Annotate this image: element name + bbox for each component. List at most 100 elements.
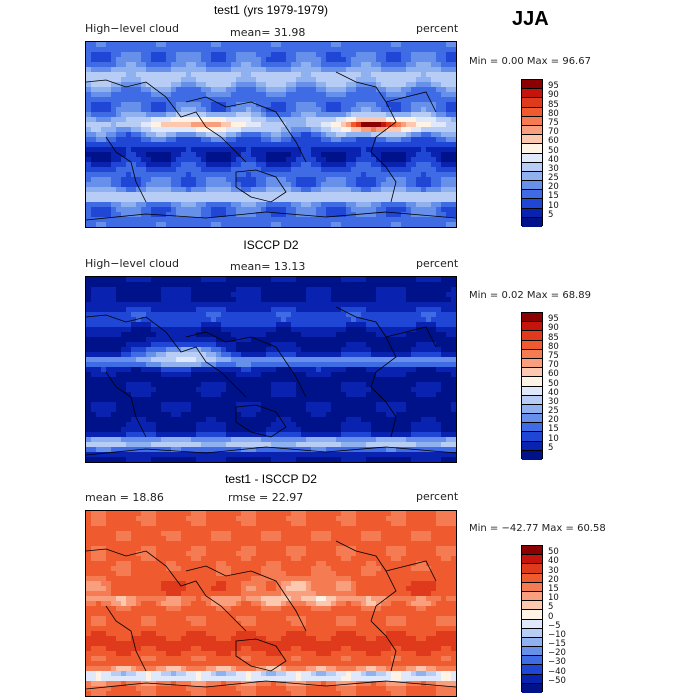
colorbar-swatch xyxy=(522,683,542,693)
colorbar-swatch xyxy=(522,414,542,424)
colorbar-tick-label: 60 xyxy=(548,136,559,147)
panel-3-units-label: percent xyxy=(416,490,459,503)
colorbar-swatch xyxy=(522,386,542,396)
colorbar-tick-label: 30 xyxy=(548,163,559,174)
colorbar-swatch xyxy=(522,601,542,611)
panel-1-colorbar xyxy=(521,79,543,227)
colorbar-swatch xyxy=(522,573,542,583)
colorbar-swatch xyxy=(522,368,542,378)
colorbar-swatch xyxy=(522,637,542,648)
colorbar-swatch xyxy=(522,135,542,145)
panel-3-colorbar xyxy=(521,545,543,693)
colorbar-swatch xyxy=(522,665,542,675)
colorbar-swatch xyxy=(522,358,542,369)
panel-3-title: test1 - ISCCP D2 xyxy=(225,472,317,486)
colorbar-swatch xyxy=(522,331,542,341)
colorbar-tick-label: 70 xyxy=(548,360,559,371)
colorbar-tick-label: −10 xyxy=(548,629,566,640)
panel-2-map xyxy=(85,276,457,463)
colorbar-tick-label: −50 xyxy=(548,675,566,686)
colorbar-swatch xyxy=(522,546,542,556)
colorbar-tick-label: 95 xyxy=(548,81,559,92)
colorbar-swatch xyxy=(522,340,542,350)
panel-3-colorbar-ticks: 50 40 30 20 15 10 5 0 −5 −10 −15 −20 −30 −40 −50 xyxy=(548,545,588,692)
colorbar-swatch xyxy=(522,628,542,638)
colorbar-tick-label: 50 xyxy=(548,547,559,558)
colorbar-swatch xyxy=(522,377,542,387)
panel-1-map xyxy=(85,41,457,228)
panel-1-variable-label: High−level cloud xyxy=(85,22,179,35)
colorbar-tick-label: 25 xyxy=(548,406,559,417)
colorbar-swatch xyxy=(522,591,542,602)
panel-3-map-field xyxy=(86,511,456,696)
colorbar-tick-label: −15 xyxy=(548,639,566,650)
colorbar-swatch xyxy=(522,656,542,666)
colorbar-tick-label: −40 xyxy=(548,666,566,677)
colorbar-tick-label: 5 xyxy=(548,442,554,453)
colorbar-swatch xyxy=(522,171,542,182)
colorbar-swatch xyxy=(522,208,542,218)
colorbar-tick-label: 80 xyxy=(548,341,559,352)
colorbar-tick-label: 20 xyxy=(548,182,559,193)
panel-2-title: ISCCP D2 xyxy=(243,238,299,252)
colorbar-swatch xyxy=(522,322,542,332)
colorbar-tick-label: 70 xyxy=(548,127,559,138)
colorbar-swatch xyxy=(522,432,542,442)
colorbar-swatch xyxy=(522,619,542,629)
colorbar-tick-label: 90 xyxy=(548,90,559,101)
colorbar-tick-label: 20 xyxy=(548,574,559,585)
colorbar-swatch xyxy=(522,144,542,154)
panel-1-units-label: percent xyxy=(416,22,459,35)
panel-1-colorbar-ticks: 95 90 85 80 75 70 60 50 40 30 25 20 15 10 5 xyxy=(548,79,588,226)
colorbar-tick-label: 85 xyxy=(548,332,559,343)
colorbar-tick-label: 5 xyxy=(548,602,554,613)
panel-1-title: test1 (yrs 1979-1979) xyxy=(213,3,329,17)
colorbar-swatch xyxy=(522,395,542,405)
colorbar-tick-label: 15 xyxy=(548,583,559,594)
colorbar-tick-label: 20 xyxy=(548,415,559,426)
panel-1-minmax: Min = 0.00 Max = 96.67 xyxy=(469,56,591,67)
colorbar-tick-label: 40 xyxy=(548,154,559,165)
colorbar-swatch xyxy=(522,610,542,620)
colorbar-tick-label: 25 xyxy=(548,173,559,184)
colorbar-swatch xyxy=(522,674,542,684)
colorbar-tick-label: 15 xyxy=(548,424,559,435)
colorbar-swatch xyxy=(522,80,542,90)
colorbar-tick-label: −20 xyxy=(548,648,566,659)
colorbar-tick-label: 5 xyxy=(548,209,554,220)
colorbar-tick-label: 10 xyxy=(548,593,559,604)
panel-2-units-label: percent xyxy=(416,257,459,270)
colorbar-swatch xyxy=(522,217,542,227)
colorbar-swatch xyxy=(522,349,542,359)
colorbar-swatch xyxy=(522,582,542,592)
panel-2-variable-label: High−level cloud xyxy=(85,257,179,270)
colorbar-swatch xyxy=(522,564,542,574)
colorbar-swatch xyxy=(522,125,542,136)
panel-2-colorbar-ticks: 95 90 85 80 75 70 60 50 40 30 25 20 15 10 5 xyxy=(548,312,588,459)
colorbar-swatch xyxy=(522,181,542,191)
colorbar-tick-label: 10 xyxy=(548,200,559,211)
colorbar-swatch xyxy=(522,89,542,99)
panel-2-mean-label: mean= 13.13 xyxy=(230,260,306,273)
colorbar-tick-label: 95 xyxy=(548,314,559,325)
panel-1-mean-label: mean= 31.98 xyxy=(230,26,306,39)
panel-2-map-field xyxy=(86,277,456,462)
panel-1-map-field xyxy=(86,42,456,227)
colorbar-tick-label: 30 xyxy=(548,565,559,576)
colorbar-swatch xyxy=(522,423,542,433)
colorbar-tick-label: 0 xyxy=(548,611,554,622)
colorbar-tick-label: 50 xyxy=(548,378,559,389)
colorbar-tick-label: −30 xyxy=(548,657,566,668)
colorbar-tick-label: 30 xyxy=(548,396,559,407)
colorbar-swatch xyxy=(522,153,542,163)
colorbar-swatch xyxy=(522,441,542,451)
panel-3-rmse-label: rmse = 22.97 xyxy=(228,491,304,504)
colorbar-tick-label: 40 xyxy=(548,387,559,398)
panel-2-minmax: Min = 0.02 Max = 68.89 xyxy=(469,290,591,301)
colorbar-tick-label: −5 xyxy=(548,620,561,631)
colorbar-swatch xyxy=(522,190,542,200)
colorbar-swatch xyxy=(522,199,542,209)
colorbar-swatch xyxy=(522,647,542,657)
colorbar-swatch xyxy=(522,162,542,172)
colorbar-swatch xyxy=(522,555,542,565)
